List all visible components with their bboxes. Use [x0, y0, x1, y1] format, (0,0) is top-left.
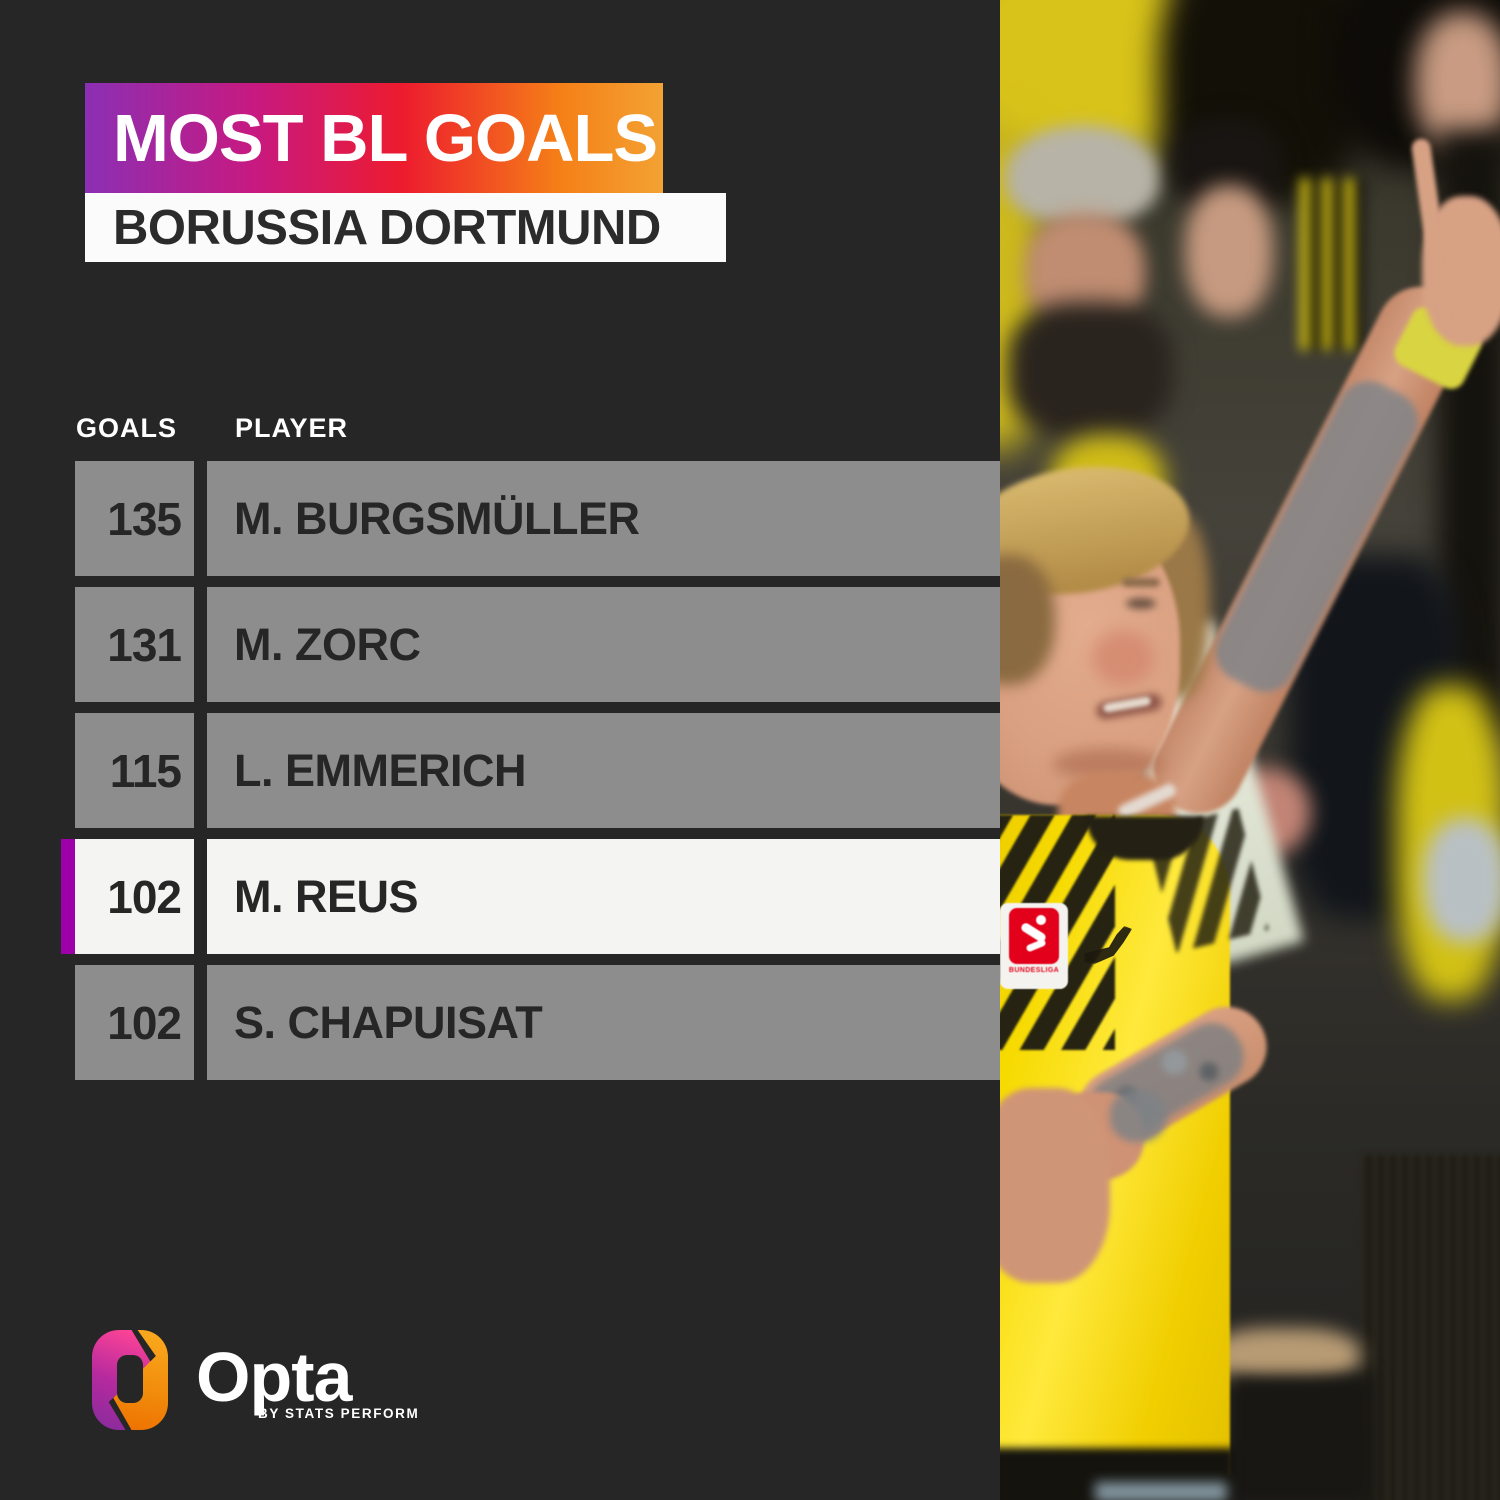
arm-tattoo-shape [1110, 1090, 1166, 1142]
bundesliga-patch-label: BUNDESLIGA [1008, 967, 1060, 974]
opta-wordmark: Opta [196, 1338, 352, 1416]
column-header-player: PLAYER [235, 413, 349, 443]
player-name: S. CHAPUISAT [207, 965, 1000, 1080]
column-header-goals: GOALS [76, 413, 178, 443]
page-title: MOST BL GOALS [113, 100, 658, 176]
goals-value: 102 [75, 965, 194, 1080]
cheek-shape [1092, 630, 1154, 686]
player-name: M. REUS [207, 839, 1000, 954]
goals-value: 115 [75, 713, 194, 828]
eyebrow-shape [1122, 578, 1160, 587]
fan-face-shape [1185, 185, 1273, 317]
fan-cap-shape [1005, 125, 1160, 225]
player-name: L. EMMERICH [207, 713, 1000, 828]
subtitle-banner: BORUSSIA DORTMUND [85, 193, 726, 262]
table-row: 115 L. EMMERICH [75, 713, 1000, 828]
player-photo: BUNDESLIGA [1000, 0, 1500, 1500]
bundesliga-logo-icon [1009, 908, 1059, 964]
goals-value: 131 [75, 587, 194, 702]
player-name: M. ZORC [207, 587, 1000, 702]
railing-shape [1210, 1328, 1360, 1383]
opta-logo-icon [92, 1330, 168, 1430]
bundesliga-patch: BUNDESLIGA [1000, 903, 1068, 989]
table-row: 135 M. BURGSMÜLLER [75, 461, 1000, 576]
stats-panel: MOST BL GOALS BORUSSIA DORTMUND GOALS PL… [61, 83, 1000, 1430]
goals-value: 135 [75, 461, 194, 576]
page-subtitle: BORUSSIA DORTMUND [113, 200, 661, 255]
crowd-pale-blob [1423, 818, 1500, 943]
collar-shape [1086, 816, 1204, 860]
table-row: 102 S. CHAPUISAT [75, 965, 1000, 1080]
title-banner: MOST BL GOALS [85, 83, 663, 193]
player-name: M. BURGSMÜLLER [207, 461, 1000, 576]
opta-tagline: BY STATS PERFORM [258, 1406, 420, 1421]
background-sliver-shape [1095, 1482, 1227, 1500]
striped-scarf-shape [1300, 178, 1364, 350]
upper-arm-shape [1000, 1088, 1110, 1283]
table-row: 131 M. ZORC [75, 587, 1000, 702]
fan-jacket-shape [1008, 302, 1173, 437]
stand-barrier-shape [1360, 1155, 1500, 1500]
eye-shape [1126, 598, 1156, 609]
floor-shadow-shape [1230, 1375, 1375, 1500]
opta-logo-hole [117, 1355, 143, 1403]
goals-value: 102 [75, 839, 194, 954]
table-row-highlighted: 102 M. REUS [61, 839, 1000, 954]
fan-face-shape [1415, 12, 1500, 152]
